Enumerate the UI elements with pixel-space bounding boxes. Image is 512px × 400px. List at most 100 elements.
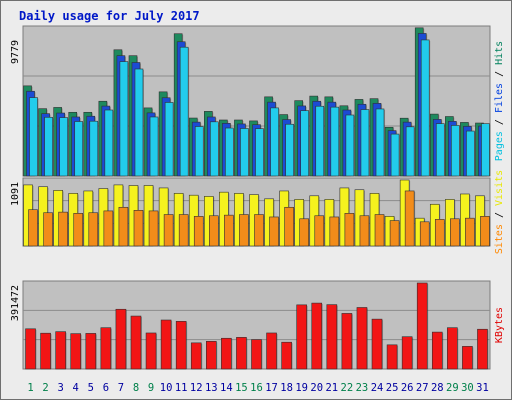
bar-kbytes-day-21 <box>326 304 338 370</box>
bar-sites-day-14 <box>224 214 234 247</box>
bar-kbytes-day-12 <box>190 342 202 370</box>
bar-pages-day-28 <box>435 123 445 177</box>
bar-pages-day-27 <box>420 39 430 177</box>
bar-kbytes-day-29 <box>447 327 458 370</box>
bar-sites-day-21 <box>329 216 340 247</box>
bar-pages-day-19 <box>300 110 309 177</box>
bar-kbytes-day-15 <box>236 337 247 370</box>
x-tick-label: 20 <box>310 382 323 394</box>
bar-sites-day-10 <box>163 214 174 247</box>
bar-kbytes-day-4 <box>70 333 82 370</box>
x-tick-label: 29 <box>446 382 459 394</box>
x-tick-label: 30 <box>461 382 474 394</box>
bar-kbytes-day-13 <box>206 341 217 370</box>
panel-max-label: 9779 <box>10 40 21 64</box>
legend-segment: Visits <box>494 170 505 206</box>
bar-pages-day-14 <box>225 127 234 177</box>
bar-kbytes-day-28 <box>431 331 443 370</box>
panel-max-label: 1091 <box>10 182 21 206</box>
bar-pages-day-7 <box>119 61 129 177</box>
bar-kbytes-day-6 <box>100 327 112 370</box>
bar-kbytes-day-3 <box>55 331 66 370</box>
bar-sites-day-9 <box>148 210 159 247</box>
bar-kbytes-day-23 <box>356 307 368 370</box>
x-tick-label: 8 <box>133 382 139 394</box>
panel-series-legend: Sites / Visits <box>494 170 505 254</box>
x-tick-label: 22 <box>341 382 354 394</box>
bar-kbytes-day-20 <box>311 302 323 370</box>
x-tick-label: 19 <box>295 382 308 394</box>
bar-pages-day-22 <box>345 114 355 177</box>
bar-sites-day-3 <box>58 211 68 247</box>
x-tick-label: 25 <box>386 382 399 394</box>
bar-kbytes-day-17 <box>266 332 277 370</box>
bar-kbytes-day-1 <box>25 328 36 370</box>
series-kbytes <box>25 282 489 370</box>
bar-sites-day-28 <box>434 219 445 247</box>
x-tick-label: 10 <box>160 382 173 394</box>
x-tick-label: 16 <box>250 382 263 394</box>
legend-segment: Pages <box>494 131 505 161</box>
bar-sites-day-17 <box>269 216 279 247</box>
x-tick-label: 13 <box>205 382 218 394</box>
x-tick-label: 17 <box>265 382 278 394</box>
bar-sites-day-31 <box>480 216 490 247</box>
bar-pages-day-12 <box>194 126 204 177</box>
x-tick-label: 12 <box>190 382 203 394</box>
bar-sites-day-2 <box>43 212 53 247</box>
bar-pages-day-8 <box>134 68 144 177</box>
bar-sites-day-30 <box>465 217 475 247</box>
bar-sites-day-18 <box>284 206 294 247</box>
x-tick-label: 21 <box>325 382 338 394</box>
bar-sites-day-24 <box>374 214 385 247</box>
panel-series-legend: Pages / Files / Hits <box>494 41 505 161</box>
bar-sites-day-27 <box>419 221 430 247</box>
bar-sites-day-20 <box>314 215 325 247</box>
bar-kbytes-day-25 <box>386 344 398 370</box>
bar-pages-day-21 <box>330 106 340 177</box>
x-tick-label: 28 <box>431 382 444 394</box>
bar-sites-day-16 <box>254 214 264 247</box>
bar-kbytes-day-8 <box>130 315 142 370</box>
x-tick-label: 4 <box>73 382 79 394</box>
panel-max-label: 391472 <box>10 285 21 321</box>
bar-pages-day-31 <box>481 123 490 177</box>
bar-pages-day-24 <box>375 108 385 177</box>
x-tick-label: 2 <box>42 382 48 394</box>
bar-kbytes-day-19 <box>296 304 307 370</box>
x-tick-label: 15 <box>235 382 248 394</box>
bar-pages-day-29 <box>451 125 460 177</box>
panel-hits-files-pages: 9779 Pages / Files / Hits <box>10 25 505 177</box>
x-tick-label: 31 <box>476 382 489 394</box>
bar-kbytes-day-5 <box>85 333 97 370</box>
bar-kbytes-day-11 <box>175 321 187 370</box>
bar-sites-day-11 <box>178 214 189 247</box>
legend-segment: Sites <box>494 224 505 254</box>
bar-kbytes-day-2 <box>40 332 51 370</box>
bar-pages-day-9 <box>149 116 159 177</box>
legend-segment: Files <box>494 83 505 113</box>
bar-kbytes-day-16 <box>251 339 262 370</box>
bar-pages-day-17 <box>270 107 279 177</box>
bar-sites-day-1 <box>28 209 38 247</box>
bar-kbytes-day-10 <box>160 319 172 370</box>
x-tick-label: 7 <box>118 382 124 394</box>
bar-sites-day-29 <box>450 218 460 247</box>
bar-sites-day-15 <box>239 214 249 247</box>
x-tick-label: 11 <box>175 382 188 394</box>
panel-series-legend: KBytes <box>494 307 505 343</box>
bar-pages-day-16 <box>255 128 264 177</box>
bar-sites-day-23 <box>359 215 370 247</box>
bar-pages-day-6 <box>104 109 114 177</box>
bar-kbytes-day-31 <box>477 328 488 370</box>
x-tick-label: 9 <box>148 382 154 394</box>
legend-segment: Hits <box>494 41 505 65</box>
bar-sites-day-19 <box>299 218 309 247</box>
x-tick-label: 18 <box>280 382 293 394</box>
x-tick-label: 26 <box>401 382 414 394</box>
bar-pages-day-2 <box>44 116 53 177</box>
bar-sites-day-8 <box>133 210 144 247</box>
x-tick-label: 1 <box>27 382 33 394</box>
x-tick-label: 24 <box>371 382 384 394</box>
